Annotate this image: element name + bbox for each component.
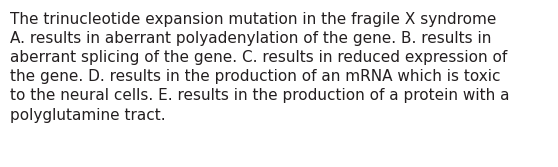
Text: The trinucleotide expansion mutation in the fragile X syndrome
A. results in abe: The trinucleotide expansion mutation in …: [10, 12, 509, 123]
